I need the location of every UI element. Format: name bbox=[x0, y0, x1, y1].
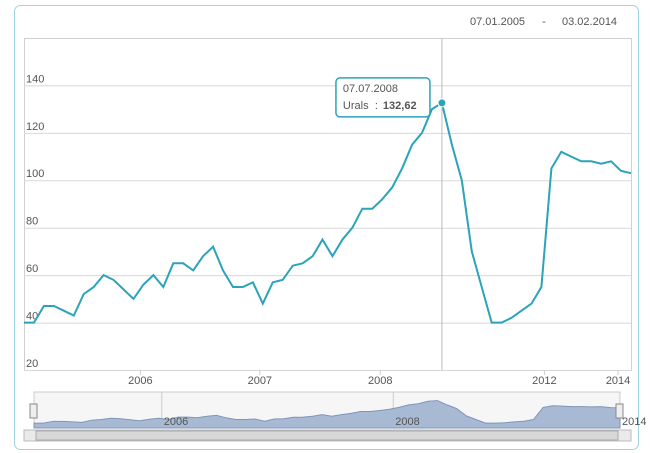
scrollbar-thumb[interactable] bbox=[35, 430, 619, 441]
x-tick-label: 2014 bbox=[606, 375, 630, 387]
tooltip-value: 132,62 bbox=[383, 100, 417, 112]
navigator-label: 2008 bbox=[395, 416, 419, 428]
x-tick-label: 2012 bbox=[532, 375, 556, 387]
frame bbox=[14, 5, 639, 450]
y-tick-label: 20 bbox=[26, 358, 38, 370]
tooltip-colon: : bbox=[375, 100, 378, 112]
x-tick-label: 2007 bbox=[248, 375, 272, 387]
y-tick-label: 40 bbox=[26, 310, 38, 322]
line bbox=[24, 101, 632, 324]
navigator-label: 2006 bbox=[164, 416, 188, 428]
navigator-handle[interactable] bbox=[615, 403, 624, 419]
navigator-handle[interactable] bbox=[29, 403, 38, 419]
navigator-area bbox=[33, 400, 621, 429]
x-tick-label: 2008 bbox=[368, 375, 392, 387]
y-tick-label: 60 bbox=[26, 263, 38, 275]
y-tick-label: 80 bbox=[26, 216, 38, 228]
y-tick-label: 100 bbox=[26, 168, 44, 180]
y-tick-label: 140 bbox=[26, 73, 44, 85]
x-tick-label: 2006 bbox=[128, 375, 152, 387]
range-separator: - bbox=[542, 16, 546, 28]
navigator-label: 2014 bbox=[622, 416, 646, 428]
tooltip-date: 07.07.2008 bbox=[343, 83, 398, 95]
tooltip-series: Urals bbox=[343, 100, 369, 112]
range-start: 07.01.2005 bbox=[470, 16, 525, 28]
tooltip bbox=[335, 77, 431, 118]
range-end: 03.02.2014 bbox=[562, 16, 617, 28]
point bbox=[437, 98, 447, 108]
y-tick-label: 120 bbox=[26, 121, 44, 133]
